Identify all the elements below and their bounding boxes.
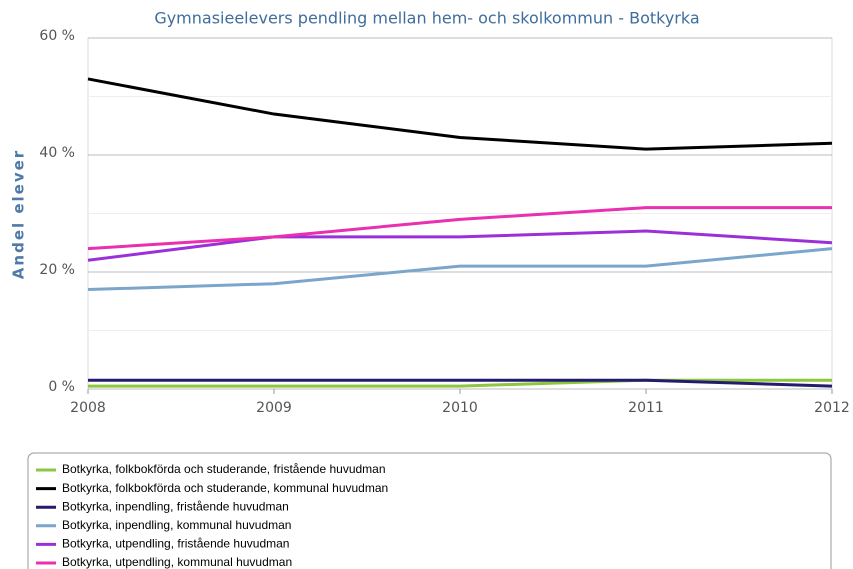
line-series (87, 206, 832, 251)
legend-box (27, 452, 832, 569)
line-series (87, 247, 833, 292)
line-series (88, 378, 833, 388)
x-tick-label: 2009 (256, 400, 292, 416)
y-axis-label: Andel elever (10, 149, 28, 279)
x-tick-label: 2010 (442, 400, 478, 416)
x-tick-label: 2008 (70, 400, 106, 416)
legend-label: Botkyrka, utpendling, fristående huvudma… (62, 537, 289, 551)
x-tick-label: 2011 (628, 400, 664, 416)
line-series (87, 77, 833, 151)
line-series (88, 378, 832, 388)
chart-title: Gymnasieelevers pendling mellan hem- och… (154, 9, 699, 28)
legend-label: Botkyrka, folkbokförda och studerande, f… (62, 462, 386, 476)
legend-label: Botkyrka, inpendling, fristående huvudma… (62, 499, 289, 513)
x-tick-label: 2012 (814, 400, 850, 416)
y-tick-label: 0 % (48, 379, 75, 395)
y-tick-label: 40 % (39, 145, 75, 161)
y-tick-label: 60 % (39, 28, 75, 44)
y-tick-label: 20 % (39, 262, 75, 278)
legend-label: Botkyrka, folkbokförda och studerande, k… (62, 481, 388, 495)
legend-label: Botkyrka, inpendling, kommunal huvudman (62, 518, 291, 532)
line-series (87, 229, 833, 262)
legend-label: Botkyrka, utpendling, kommunal huvudman (62, 555, 292, 569)
